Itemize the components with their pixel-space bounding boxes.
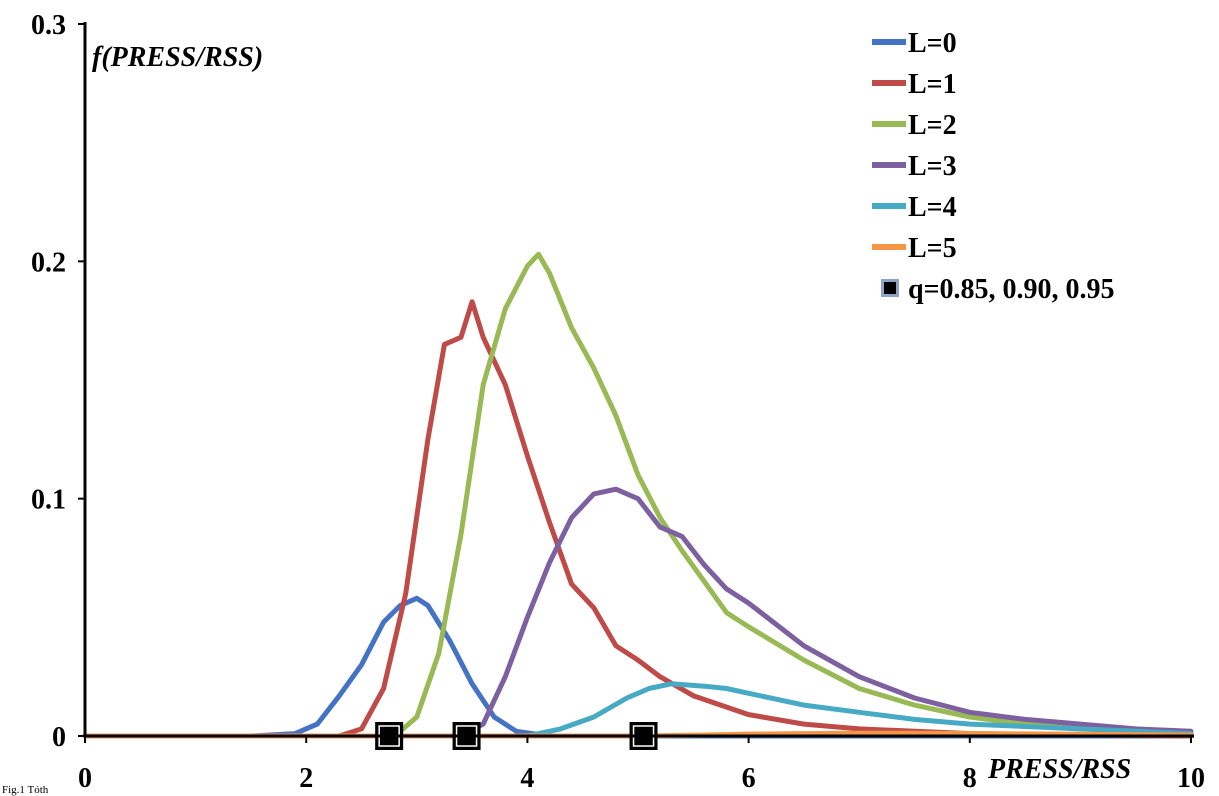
y-tick-label: 0.3: [31, 10, 66, 41]
legend-marker-swatch: [881, 279, 899, 297]
legend-label: L=0: [908, 28, 957, 59]
x-tick-label: 10: [1177, 763, 1205, 794]
y-tick-label: 0.2: [31, 247, 66, 278]
x-tick-label: 2: [299, 763, 313, 794]
x-axis-title: PRESS/RSS: [987, 754, 1131, 785]
x-tick-label: 4: [520, 763, 534, 794]
series-line-l-0: [82, 595, 1194, 739]
legend-label: q=0.85, 0.90, 0.95: [908, 274, 1115, 305]
axis-ticks: 0 2 4 6 8 10 0 0.1 0.2 0.3: [31, 10, 1205, 794]
y-axis-title: f(PRESS/RSS): [92, 42, 263, 73]
y-tick-label: 0.1: [31, 485, 66, 516]
legend-label: L=5: [908, 233, 957, 264]
legend: L=0 L=1 L=2 L=3 L=4 L=5 q=0.85, 0.90, 0.95: [872, 28, 1115, 305]
series-line-l-3: [82, 486, 1194, 739]
legend-label: L=3: [908, 151, 957, 182]
y-tick-label: 0: [52, 722, 66, 753]
legend-label: L=1: [908, 69, 957, 100]
x-tick-label: 8: [963, 763, 977, 794]
series-line-l-1: [82, 299, 1194, 739]
legend-label: L=4: [908, 192, 957, 223]
figure-caption: Fig.1 Tóth: [2, 784, 49, 796]
x-tick-label: 6: [742, 763, 756, 794]
legend-label: L=2: [908, 110, 957, 141]
series-line-l-4: [82, 681, 1194, 739]
x-tick-label: 0: [78, 763, 92, 794]
series-line-l-2: [82, 251, 1194, 739]
series-lines: [82, 251, 1194, 739]
axes: [83, 22, 1194, 738]
